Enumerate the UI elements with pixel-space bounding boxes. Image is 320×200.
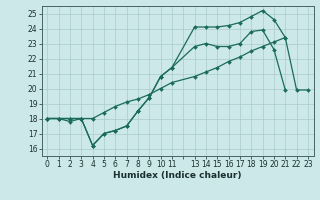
X-axis label: Humidex (Indice chaleur): Humidex (Indice chaleur) [113,171,242,180]
